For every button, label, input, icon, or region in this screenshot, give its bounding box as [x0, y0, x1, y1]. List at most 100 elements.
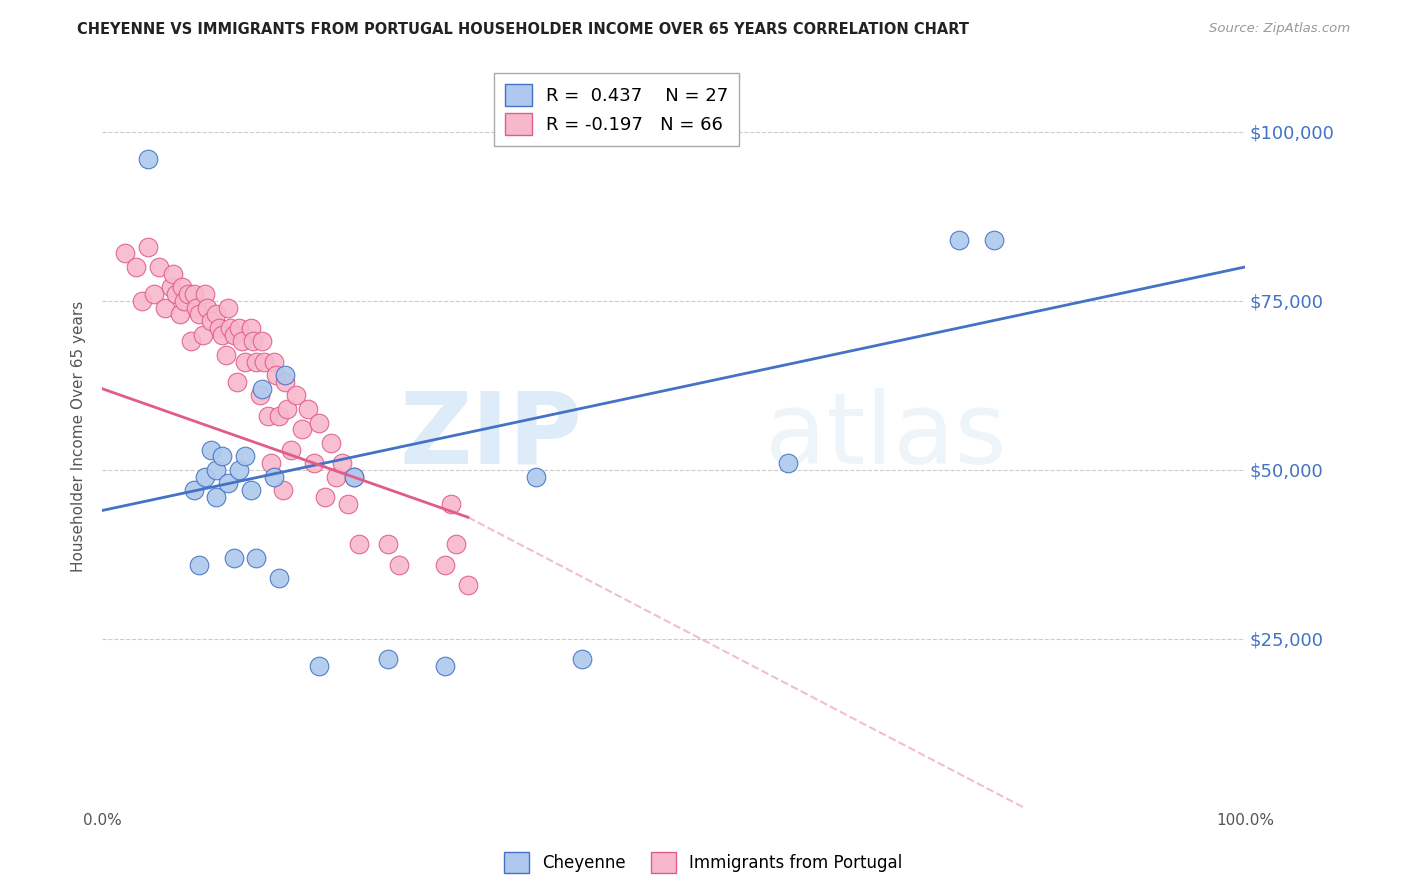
Point	[183, 483, 205, 498]
Point	[217, 301, 239, 315]
Text: ZIP: ZIP	[399, 387, 582, 484]
Point	[162, 267, 184, 281]
Point	[177, 287, 200, 301]
Point	[336, 497, 359, 511]
Point	[948, 233, 970, 247]
Point	[131, 293, 153, 308]
Y-axis label: Householder Income Over 65 years: Householder Income Over 65 years	[72, 301, 86, 572]
Legend: R =  0.437    N = 27, R = -0.197   N = 66: R = 0.437 N = 27, R = -0.197 N = 66	[494, 73, 740, 146]
Point	[325, 469, 347, 483]
Point	[526, 469, 548, 483]
Point	[173, 293, 195, 308]
Point	[233, 450, 256, 464]
Point	[274, 368, 297, 383]
Point	[195, 301, 218, 315]
Legend: Cheyenne, Immigrants from Portugal: Cheyenne, Immigrants from Portugal	[498, 846, 908, 880]
Point	[228, 321, 250, 335]
Point	[194, 287, 217, 301]
Point	[233, 354, 256, 368]
Point	[260, 456, 283, 470]
Point	[142, 287, 165, 301]
Point	[136, 152, 159, 166]
Point	[377, 652, 399, 666]
Point	[269, 571, 291, 585]
Point	[222, 327, 245, 342]
Point	[166, 287, 188, 301]
Point	[228, 463, 250, 477]
Point	[274, 375, 297, 389]
Point	[264, 368, 287, 383]
Point	[239, 321, 262, 335]
Point	[343, 469, 366, 483]
Point	[153, 301, 176, 315]
Point	[136, 240, 159, 254]
Point	[217, 476, 239, 491]
Point	[208, 321, 231, 335]
Point	[276, 402, 298, 417]
Point	[253, 354, 276, 368]
Point	[250, 382, 273, 396]
Point	[239, 483, 262, 498]
Point	[457, 578, 479, 592]
Point	[200, 314, 222, 328]
Point	[159, 280, 181, 294]
Point	[983, 233, 1005, 247]
Point	[188, 558, 211, 572]
Point	[297, 402, 319, 417]
Point	[280, 442, 302, 457]
Point	[183, 287, 205, 301]
Point	[211, 327, 233, 342]
Point	[205, 463, 228, 477]
Point	[205, 307, 228, 321]
Point	[222, 550, 245, 565]
Point	[285, 388, 308, 402]
Point	[242, 334, 264, 349]
Point	[308, 416, 330, 430]
Point	[184, 301, 207, 315]
Point	[169, 307, 191, 321]
Point	[114, 246, 136, 260]
Point	[440, 497, 463, 511]
Point	[314, 490, 336, 504]
Point	[205, 490, 228, 504]
Text: Source: ZipAtlas.com: Source: ZipAtlas.com	[1209, 22, 1350, 36]
Point	[263, 354, 285, 368]
Point	[388, 558, 411, 572]
Point	[302, 456, 325, 470]
Point	[200, 442, 222, 457]
Point	[377, 537, 399, 551]
Point	[571, 652, 593, 666]
Point	[434, 659, 457, 673]
Point	[245, 550, 267, 565]
Point	[269, 409, 291, 423]
Text: CHEYENNE VS IMMIGRANTS FROM PORTUGAL HOUSEHOLDER INCOME OVER 65 YEARS CORRELATIO: CHEYENNE VS IMMIGRANTS FROM PORTUGAL HOU…	[77, 22, 969, 37]
Point	[231, 334, 253, 349]
Text: atlas: atlas	[765, 387, 1007, 484]
Point	[319, 435, 342, 450]
Point	[446, 537, 468, 551]
Point	[172, 280, 194, 294]
Point	[343, 469, 366, 483]
Point	[434, 558, 457, 572]
Point	[330, 456, 353, 470]
Point	[349, 537, 371, 551]
Point	[250, 334, 273, 349]
Point	[245, 354, 267, 368]
Point	[257, 409, 280, 423]
Point	[191, 327, 214, 342]
Point	[249, 388, 271, 402]
Point	[263, 469, 285, 483]
Point	[291, 422, 314, 436]
Point	[308, 659, 330, 673]
Point	[194, 469, 217, 483]
Point	[211, 450, 233, 464]
Point	[226, 375, 249, 389]
Point	[219, 321, 242, 335]
Point	[776, 456, 799, 470]
Point	[180, 334, 202, 349]
Point	[148, 260, 170, 274]
Point	[271, 483, 294, 498]
Point	[125, 260, 148, 274]
Point	[188, 307, 211, 321]
Point	[214, 348, 236, 362]
